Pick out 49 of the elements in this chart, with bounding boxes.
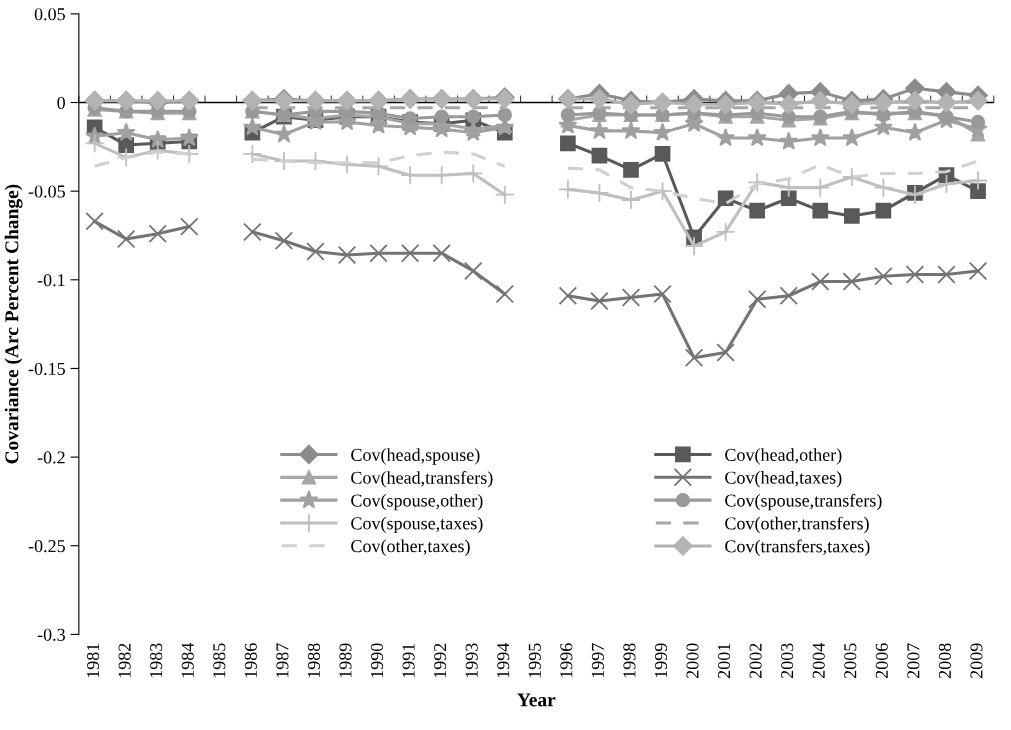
x-tick-label: 1990 [370, 643, 384, 678]
y-tick-label: -0.05 [28, 185, 65, 198]
x-tick-label: 2002 [749, 643, 762, 679]
x-tick-label: 2007 [907, 643, 920, 679]
x-tick-label: 1994 [497, 642, 510, 678]
x-tick-label: 2003 [781, 643, 794, 679]
x-tick-label: 1989 [339, 643, 352, 678]
y-tick-label: 0 [57, 96, 65, 109]
x-tick-label: 2005 [844, 643, 857, 679]
y-tick-label: -0.15 [28, 362, 65, 375]
x-tick-label: 1985 [213, 643, 226, 678]
legend-label: Cov(spouse,other) [351, 493, 483, 511]
x-tick-label: 2001 [717, 643, 731, 679]
legend-label: Cov(other,transfers) [725, 516, 869, 534]
legend-label: Cov(spouse,transfers) [725, 493, 882, 511]
x-tick-label: 2009 [970, 643, 983, 679]
x-tick-label: 1999 [654, 643, 668, 678]
x-tick-label: 1984 [181, 642, 194, 678]
x-axis-title: Year [517, 693, 556, 707]
x-tick-label: 1991 [402, 643, 415, 678]
x-tick-label: 1983 [150, 643, 163, 678]
x-tick-label: 1998 [623, 643, 636, 678]
x-tick-label: 1992 [434, 643, 447, 678]
x-tick-label: 1996 [560, 643, 573, 678]
x-tick-label: 1997 [591, 643, 604, 678]
legend-label: Cov(head,taxes) [725, 471, 842, 488]
x-tick-label: 1982 [118, 643, 131, 678]
x-tick-label: 1981 [86, 643, 100, 678]
x-tick-label: 1988 [307, 643, 320, 678]
legend-label: Cov(transfers,taxes) [725, 539, 870, 557]
y-axis-title: Covariance (Arc Percent Change) [4, 184, 23, 464]
x-tick-label: 1995 [528, 643, 541, 678]
x-tick-label: 2008 [938, 643, 952, 679]
y-tick-label: 0.05 [34, 8, 65, 21]
legend-label: Cov(head,other) [725, 448, 842, 465]
y-tick-label: -0.3 [37, 628, 65, 641]
x-tick-label: 1986 [244, 643, 257, 678]
x-tick-label: 2004 [812, 642, 825, 679]
x-tick-label: 2000 [686, 643, 699, 679]
x-tick-label: 1987 [276, 643, 289, 678]
x-tick-label: 2006 [875, 643, 888, 679]
legend-label: Cov(other,taxes) [351, 539, 470, 556]
y-tick-label: -0.1 [37, 274, 65, 287]
x-tick-label: 1993 [465, 643, 478, 678]
legend-label: Cov(head,spouse) [351, 448, 480, 465]
legend-label: Cov(spouse,taxes) [351, 516, 483, 534]
legend-label: Cov(head,transfers) [351, 470, 493, 488]
y-tick-label: -0.25 [28, 539, 65, 553]
y-tick-label: -0.2 [37, 451, 65, 464]
